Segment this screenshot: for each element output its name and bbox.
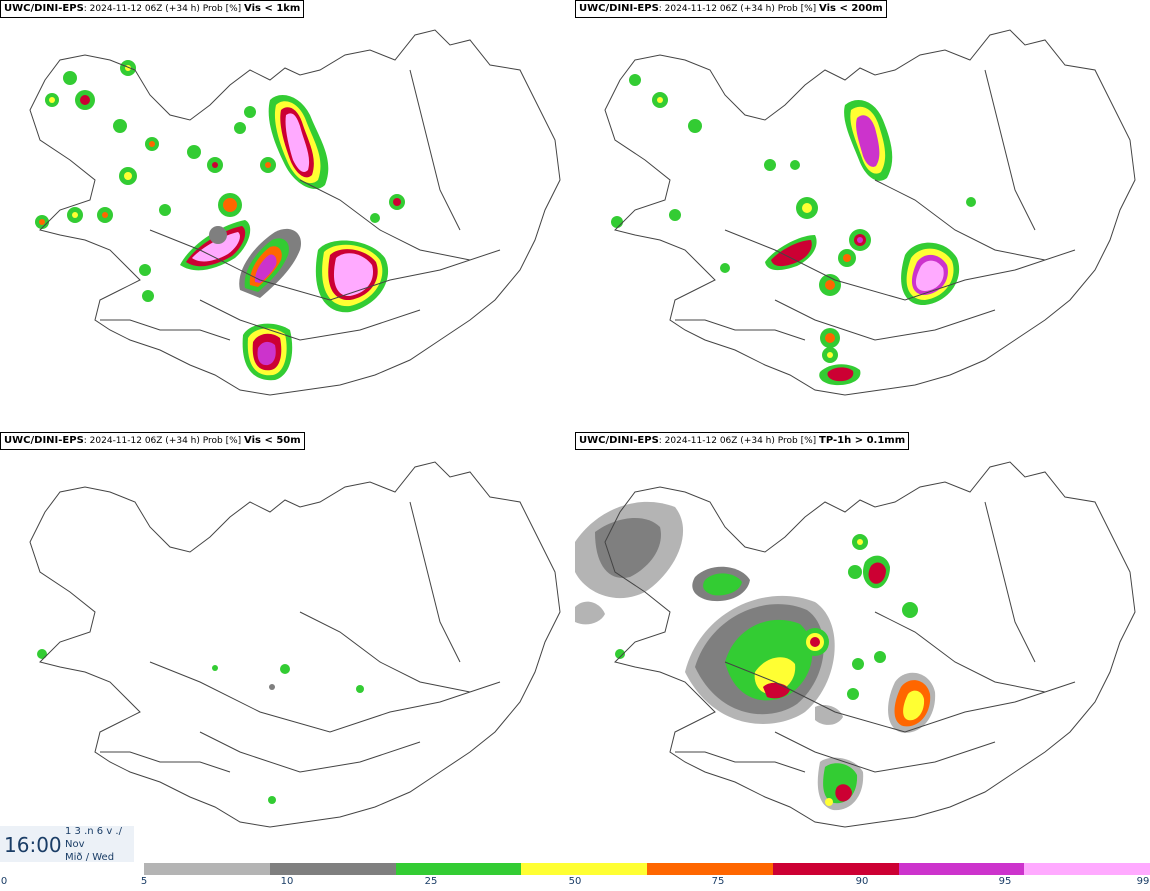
map-panel-vis-50m: UWC/DINI-EPS: 2024-11-12 06Z (+34 h) Pro… — [0, 432, 575, 862]
legend-swatch — [647, 863, 773, 875]
legend-swatch — [269, 863, 396, 875]
iceland-map — [29, 461, 561, 828]
legend-tick-label: 95 — [998, 876, 1012, 887]
legend-swatch — [144, 863, 270, 875]
panel-title: UWC/DINI-EPS: 2024-11-12 06Z (+34 h) Pro… — [575, 432, 910, 450]
legend-tick-label: 75 — [711, 876, 725, 887]
panel-title: UWC/DINI-EPS: 2024-11-12 06Z (+34 h) Pro… — [575, 0, 887, 18]
map-panel-tp-1h: UWC/DINI-EPS: 2024-11-12 06Z (+34 h) Pro… — [575, 432, 1150, 862]
iceland-map — [575, 461, 1136, 828]
legend-tick-label: 99 — [1136, 876, 1150, 887]
legend-swatch — [1024, 863, 1150, 875]
valid-time-box: 16:00 1 3 .n 6 v ./ Nov Mið / Wed — [0, 826, 134, 863]
iceland-map — [29, 29, 561, 396]
legend-tick-label: 5 — [140, 876, 148, 887]
legend-tick-label: 90 — [855, 876, 869, 887]
panel-title: UWC/DINI-EPS: 2024-11-12 06Z (+34 h) Pro… — [0, 0, 305, 18]
legend-tick-label: 10 — [280, 876, 294, 887]
valid-time-clock: 16:00 — [4, 833, 62, 857]
legend-swatch — [772, 863, 899, 875]
legend-swatch — [395, 863, 522, 875]
legend-swatch — [898, 863, 1025, 875]
valid-time-date: 1 3 .n 6 v ./ Nov Mið / Wed — [65, 826, 122, 863]
legend-tick-label: 0 — [0, 876, 8, 887]
legend-tick-label: 50 — [568, 876, 582, 887]
legend-swatch — [521, 863, 647, 875]
legend-tick-label: 25 — [424, 876, 438, 887]
iceland-map — [604, 29, 1136, 396]
color-legend-bar — [144, 863, 1150, 875]
panel-title: UWC/DINI-EPS: 2024-11-12 06Z (+34 h) Pro… — [0, 432, 305, 450]
map-panel-vis-200m: UWC/DINI-EPS: 2024-11-12 06Z (+34 h) Pro… — [575, 0, 1150, 430]
map-panel-vis-1km: UWC/DINI-EPS: 2024-11-12 06Z (+34 h) Pro… — [0, 0, 575, 430]
